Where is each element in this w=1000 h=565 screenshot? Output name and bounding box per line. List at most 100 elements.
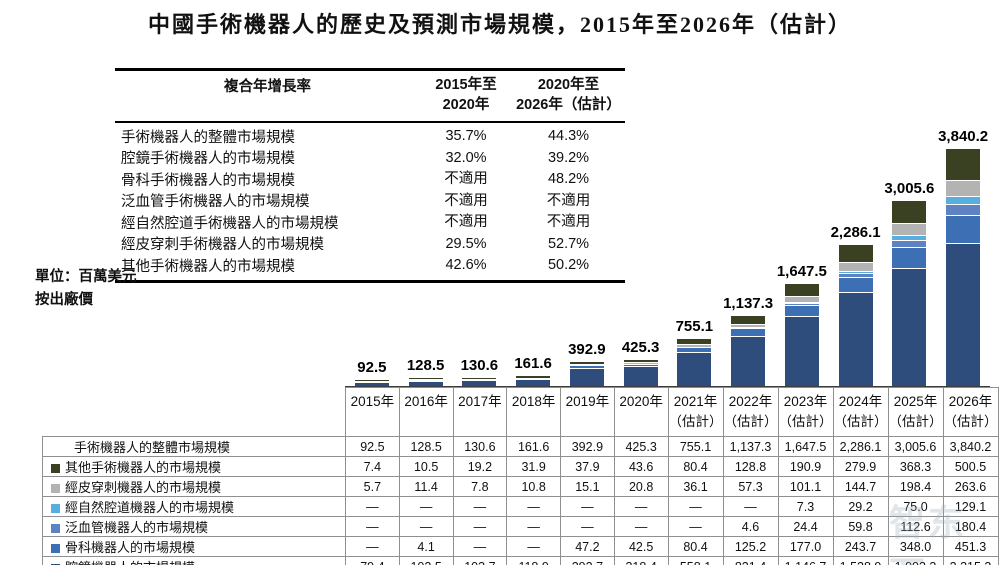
cagr-value-2015-2020: 不適用 bbox=[444, 192, 488, 209]
table-row: 腔鏡機器人的市場規模 79.4102.5103.7118.9292.7318.45… bbox=[42, 556, 999, 565]
value-cell: 47.2 bbox=[560, 536, 615, 557]
cagr-table: 複合年增長率 2015年至 2020年 2020年至 2026年（估計） 手術機… bbox=[115, 68, 625, 284]
cagr-table-body: 手術機器人的整體市場規模 35.7% 44.3% 腔鏡手術機器人的市場規模 32.0% 3… bbox=[115, 123, 625, 281]
year-header-cell: 2026年 （估計） bbox=[942, 387, 999, 437]
value-cell: 10.5 bbox=[398, 456, 454, 477]
value-cell: 11.4 bbox=[398, 476, 454, 497]
year-label: 2020年 bbox=[619, 394, 663, 409]
value-cell: 125.2 bbox=[722, 536, 779, 557]
value-cell: 43.6 bbox=[613, 456, 669, 477]
chart-bar bbox=[462, 377, 497, 386]
bar-segment-2 bbox=[408, 378, 443, 379]
bar-segment-7 bbox=[677, 339, 712, 345]
cagr-row: 腔鏡手術機器人的市場規模 32.0% 39.2% bbox=[115, 147, 625, 169]
chart-bar bbox=[516, 376, 551, 386]
bar-segment-11 bbox=[892, 223, 927, 236]
bar-segment-9 bbox=[784, 304, 819, 316]
chart-bar bbox=[569, 361, 604, 386]
bar-segment-10 bbox=[838, 272, 873, 277]
value-cell: 118.9 bbox=[506, 556, 561, 565]
year-header-cell: 2017年 bbox=[452, 387, 508, 437]
year-label: 2025年 bbox=[893, 394, 938, 409]
chart-bar bbox=[784, 284, 819, 386]
cagr-value-2020-2026: 39.2% bbox=[547, 149, 590, 166]
year-header-cell: 2016年 bbox=[398, 387, 454, 437]
year-header-cell: 2024年 （估計） bbox=[832, 387, 889, 437]
estimate-label: （估計） bbox=[943, 414, 998, 430]
value-cell: 24.4 bbox=[777, 516, 834, 537]
value-cell: 292.7 bbox=[560, 556, 615, 565]
bar-segment-10 bbox=[838, 291, 873, 386]
cagr-row: 經自然腔道手術機器人的市場規模 不適用 不適用 bbox=[115, 212, 625, 234]
value-cell: 177.0 bbox=[777, 536, 834, 557]
year-label: 2021年 bbox=[673, 394, 718, 409]
value-cell: 1,528.9 bbox=[832, 556, 889, 565]
row-label-cell: 其他手術機器人的市場規模 bbox=[42, 456, 346, 477]
value-cell: — bbox=[506, 516, 561, 537]
year-header-cell: 2018年 bbox=[506, 387, 561, 437]
cagr-row-label: 泛血管手術機器人的市場規模 bbox=[121, 194, 310, 211]
bar-segment-9 bbox=[784, 284, 819, 297]
value-cell: 101.1 bbox=[777, 476, 834, 497]
chart-bar bbox=[946, 149, 981, 386]
estimate-label: （估計） bbox=[723, 414, 778, 430]
bar-segment-9 bbox=[784, 302, 819, 304]
bar-segment-1 bbox=[354, 381, 389, 386]
cagr-value-2020-2026: 50.2% bbox=[547, 257, 590, 274]
cagr-header-period2: 2020年至 2026年（估計） bbox=[516, 77, 621, 114]
value-cell: 392.9 bbox=[560, 436, 615, 457]
row-label: 腔鏡機器人的市場規模 bbox=[65, 560, 195, 565]
cagr-row-label: 手術機器人的整體市場規模 bbox=[121, 129, 295, 146]
year-label: 2018年 bbox=[511, 394, 556, 409]
table-row: 骨科機器人的市場規模 —4.1— —47.2 42.5 80.4 125.2 177.0 24… bbox=[42, 536, 999, 557]
cagr-value-2015-2020: 35.7% bbox=[445, 128, 487, 145]
year-header-cell: 2023年 （估計） bbox=[777, 387, 834, 437]
value-cell: 1,903.3 bbox=[887, 556, 944, 565]
value-cell: 161.6 bbox=[506, 436, 561, 457]
table-corner-cell bbox=[43, 388, 346, 437]
cagr-header-period1: 2015年至 2020年 bbox=[435, 77, 497, 114]
chart-bar bbox=[677, 339, 712, 386]
value-cell: 57.3 bbox=[722, 476, 779, 497]
year-header-cell: 2015年 bbox=[345, 387, 400, 437]
bar-total-label: 425.3 bbox=[621, 338, 660, 356]
value-cell: 10.8 bbox=[506, 476, 561, 497]
cagr-header-metric: 複合年增長率 bbox=[224, 79, 311, 95]
cagr-value-2020-2026: 不適用 bbox=[546, 214, 591, 231]
bar-segment-7 bbox=[677, 346, 712, 352]
bar-total-label: 755.1 bbox=[675, 318, 714, 336]
row-label: 經自然腔道機器人的市場規模 bbox=[65, 500, 235, 515]
bar-segment-11 bbox=[892, 240, 927, 248]
bar-segment-9 bbox=[784, 296, 819, 303]
year-label: 2019年 bbox=[565, 394, 610, 409]
chart-bar bbox=[623, 359, 658, 386]
bar-total-label: 3,005.6 bbox=[884, 179, 935, 197]
value-cell: 368.3 bbox=[887, 456, 944, 477]
bar-segment-5 bbox=[569, 364, 604, 366]
year-label: 2017年 bbox=[458, 394, 502, 409]
value-cell: 5.7 bbox=[345, 476, 400, 497]
bar-segment-8 bbox=[731, 315, 766, 324]
bar-segment-7 bbox=[677, 344, 712, 347]
value-cell: 75.0 bbox=[887, 496, 944, 517]
row-label-cell: 骨科機器人的市場規模 bbox=[42, 536, 346, 557]
bar-segment-5 bbox=[569, 365, 604, 368]
value-cell: 180.4 bbox=[942, 516, 999, 537]
table-row: 手術機器人的整體市場規模 92.5 128.5 130.6 161.6 392.9 425.… bbox=[42, 436, 999, 457]
value-cell: 144.7 bbox=[832, 476, 889, 497]
estimate-label: （估計） bbox=[668, 414, 723, 430]
value-cell: 15.1 bbox=[560, 476, 615, 497]
bar-segment-10 bbox=[838, 276, 873, 292]
unit-note-line2: 按出廠價 bbox=[35, 292, 93, 308]
value-cell: 2,315.3 bbox=[942, 556, 999, 565]
value-cell: 37.9 bbox=[560, 456, 615, 477]
value-cell: 558.1 bbox=[667, 556, 724, 565]
value-cell: — bbox=[667, 496, 724, 517]
value-cell: 190.9 bbox=[777, 456, 834, 477]
value-cell: 128.8 bbox=[722, 456, 779, 477]
value-cell: 243.7 bbox=[832, 536, 889, 557]
value-cell: 112.6 bbox=[887, 516, 944, 537]
value-cell: — bbox=[345, 536, 400, 557]
value-cell: 20.8 bbox=[613, 476, 669, 497]
bar-segment-4 bbox=[516, 378, 551, 386]
